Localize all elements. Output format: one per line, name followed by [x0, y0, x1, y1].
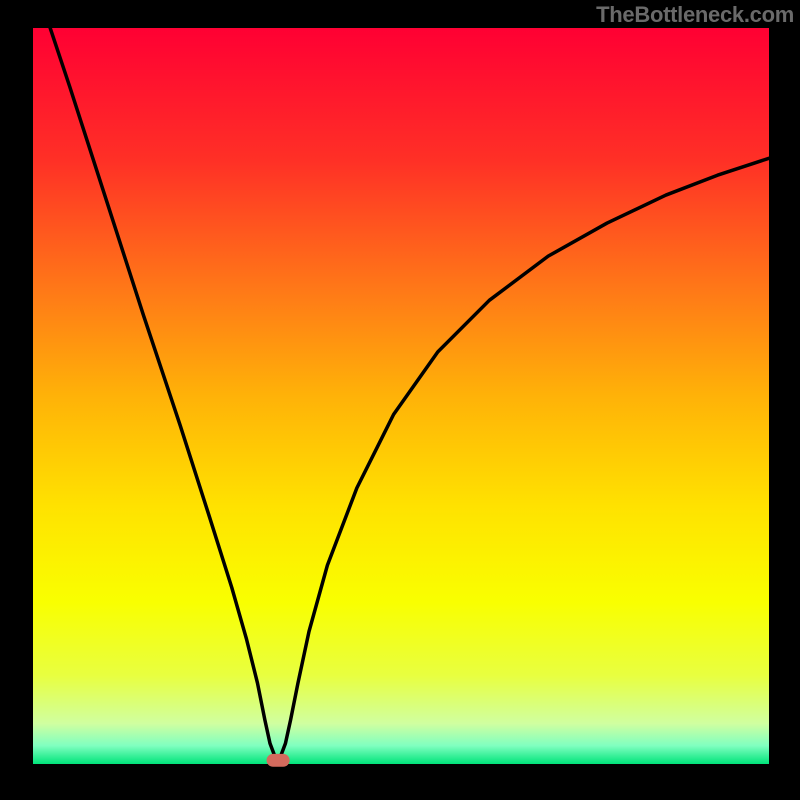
watermark-text: TheBottleneck.com [596, 2, 794, 28]
chart-svg [0, 0, 800, 800]
optimal-point-marker [267, 754, 289, 766]
chart-container: TheBottleneck.com [0, 0, 800, 800]
plot-gradient-background [33, 28, 769, 764]
